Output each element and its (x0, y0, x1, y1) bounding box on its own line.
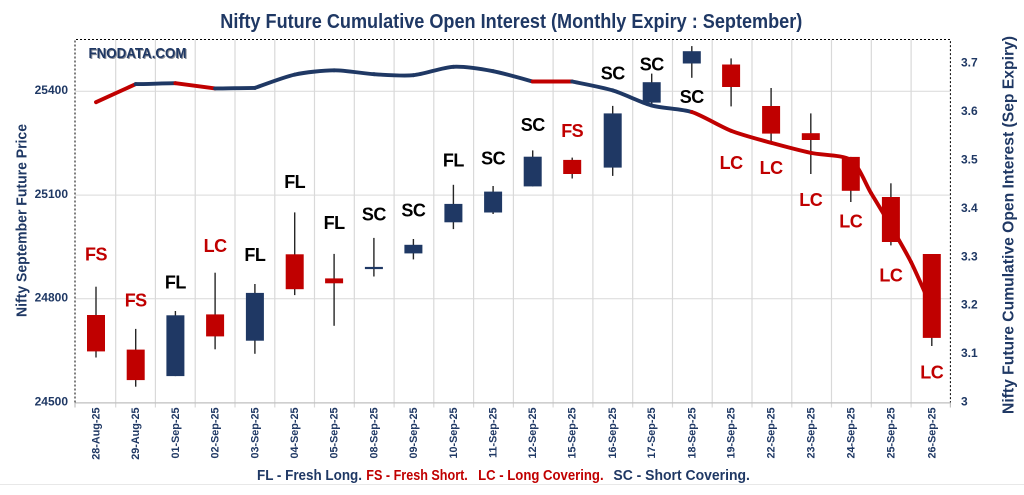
svg-text:03-Sep-25: 03-Sep-25 (249, 408, 261, 459)
svg-text:FL: FL (244, 245, 265, 265)
svg-text:FL - Fresh Long.: FL - Fresh Long. (257, 468, 362, 484)
svg-text:24500: 24500 (35, 394, 69, 408)
svg-text:FS: FS (561, 121, 583, 141)
svg-text:15-Sep-25: 15-Sep-25 (567, 408, 579, 459)
svg-text:3.2: 3.2 (961, 298, 978, 312)
svg-text:12-Sep-25: 12-Sep-25 (527, 408, 539, 459)
svg-text:29-Aug-25: 29-Aug-25 (130, 408, 142, 460)
svg-text:17-Sep-25: 17-Sep-25 (646, 408, 658, 459)
svg-text:04-Sep-25: 04-Sep-25 (289, 408, 301, 459)
svg-text:19-Sep-25: 19-Sep-25 (726, 408, 738, 459)
svg-text:25400: 25400 (35, 83, 69, 97)
svg-text:SC: SC (401, 201, 426, 221)
svg-text:SC: SC (521, 115, 546, 135)
svg-text:05-Sep-25: 05-Sep-25 (329, 408, 341, 459)
svg-text:3: 3 (961, 395, 968, 409)
svg-text:SC: SC (601, 63, 626, 83)
svg-text:28-Aug-25: 28-Aug-25 (91, 408, 103, 460)
svg-text:FNODATA.COM: FNODATA.COM (89, 45, 187, 62)
svg-text:FS: FS (125, 290, 147, 310)
svg-text:FS: FS (85, 244, 107, 264)
svg-text:01-Sep-25: 01-Sep-25 (170, 408, 182, 459)
svg-text:09-Sep-25: 09-Sep-25 (408, 408, 420, 459)
svg-text:FL: FL (284, 172, 305, 192)
svg-text:SC: SC (481, 148, 506, 168)
svg-text:22-Sep-25: 22-Sep-25 (766, 408, 778, 459)
svg-text:3.5: 3.5 (961, 153, 978, 167)
svg-text:LC: LC (760, 158, 783, 178)
svg-text:23-Sep-25: 23-Sep-25 (805, 408, 817, 459)
svg-text:FS - Fresh Short.: FS - Fresh Short. (366, 468, 468, 484)
svg-text:FL: FL (324, 213, 345, 233)
svg-text:16-Sep-25: 16-Sep-25 (607, 408, 619, 459)
svg-text:18-Sep-25: 18-Sep-25 (686, 408, 698, 459)
svg-text:02-Sep-25: 02-Sep-25 (210, 408, 222, 459)
svg-text:10-Sep-25: 10-Sep-25 (448, 408, 460, 459)
svg-text:24-Sep-25: 24-Sep-25 (845, 408, 857, 459)
svg-text:LC - Long Covering.: LC - Long Covering. (478, 468, 603, 484)
svg-text:SC: SC (362, 204, 387, 224)
svg-text:SC: SC (680, 87, 705, 107)
svg-text:LC: LC (204, 236, 227, 256)
svg-text:3.1: 3.1 (961, 346, 978, 360)
svg-text:3.4: 3.4 (961, 201, 978, 215)
svg-text:3.6: 3.6 (961, 104, 978, 118)
svg-text:LC: LC (920, 362, 943, 382)
svg-text:LC: LC (799, 190, 822, 210)
svg-text:Nifty Future Cumulative Open I: Nifty Future Cumulative Open Interest (M… (220, 11, 802, 33)
svg-text:3.7: 3.7 (961, 56, 978, 70)
svg-text:25100: 25100 (35, 187, 69, 201)
svg-text:Nifty Future Cumulative Open I: Nifty Future Cumulative Open Interest (S… (1001, 36, 1018, 414)
svg-text:SC: SC (640, 54, 665, 74)
svg-text:08-Sep-25: 08-Sep-25 (368, 408, 380, 459)
svg-text:LC: LC (879, 265, 902, 285)
svg-text:LC: LC (839, 211, 862, 231)
svg-text:FNODATA.COM: FNODATA.COM (90, 46, 188, 63)
svg-text:11-Sep-25: 11-Sep-25 (488, 407, 500, 457)
svg-text:FL: FL (165, 272, 186, 292)
svg-text:SC - Short Covering.: SC - Short Covering. (613, 468, 750, 484)
svg-text:3.3: 3.3 (961, 249, 978, 263)
svg-text:24800: 24800 (35, 291, 69, 305)
svg-text:25-Sep-25: 25-Sep-25 (885, 408, 897, 459)
svg-text:26-Sep-25: 26-Sep-25 (926, 408, 938, 459)
svg-text:Nifty September Future Price: Nifty September Future Price (14, 124, 31, 317)
svg-text:FL: FL (443, 150, 464, 170)
svg-text:LC: LC (720, 153, 743, 173)
